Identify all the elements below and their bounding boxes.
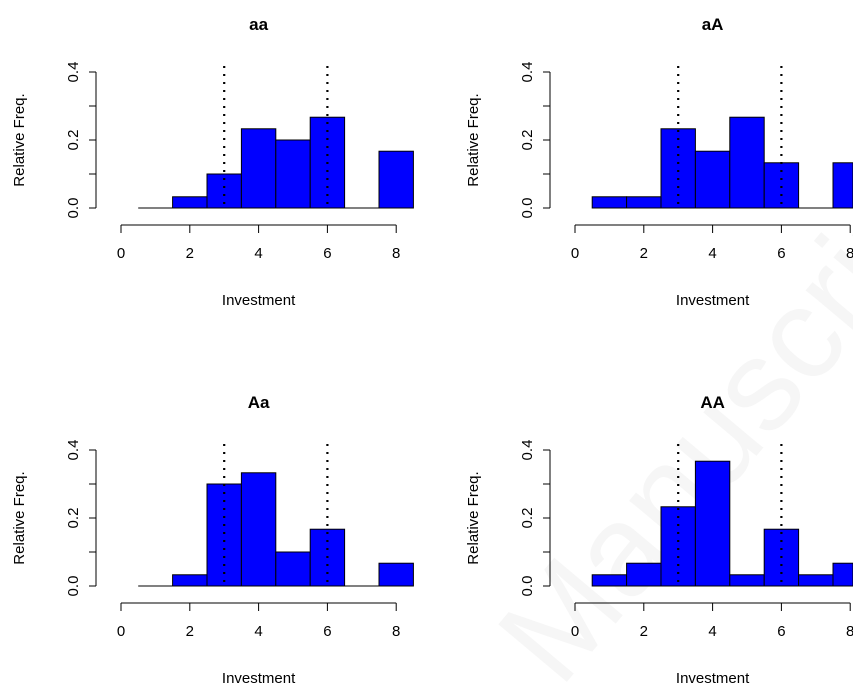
- bar-2: [660, 128, 696, 209]
- x-axis-label: Investment: [222, 670, 296, 687]
- bar-4: [729, 116, 765, 209]
- bar-1: [626, 562, 662, 587]
- x-tick-label-2: 4: [708, 623, 716, 640]
- y-tick-label-1: 0.2: [65, 130, 82, 151]
- x-tick-label-1: 2: [640, 245, 648, 262]
- bar-7: [378, 562, 414, 587]
- x-tick-label-4: 8: [392, 623, 400, 640]
- bar-7: [832, 562, 853, 587]
- x-tick-label-1: 2: [186, 245, 194, 262]
- y-tick-label-2: 0.4: [519, 440, 536, 461]
- x-tick-label-2: 4: [708, 245, 716, 262]
- bar-4: [729, 574, 765, 587]
- bar-1: [172, 574, 208, 587]
- x-tick-label-0: 0: [117, 245, 125, 262]
- bar-4: [275, 551, 311, 587]
- bar-1: [172, 196, 208, 209]
- histogram-panel-0: aa 0 2 4 6 8 0.0 0.2 0.4 Investment Relative Freq.: [11, 15, 414, 309]
- x-axis-label: Investment: [222, 292, 296, 309]
- y-tick-label-2: 0.4: [65, 62, 82, 83]
- x-tick-label-4: 8: [846, 623, 853, 640]
- histogram-panel-2: Aa 0 2 4 6 8 0.0 0.2 0.4 Investment Relative Freq.: [11, 393, 414, 687]
- x-tick-label-1: 2: [640, 623, 648, 640]
- y-axis-label: Relative Freq.: [11, 93, 28, 186]
- x-tick-label-2: 4: [254, 245, 262, 262]
- histogram-panel-3: AA 0 2 4 6 8 0.0 0.2 0.4 Investment Relative Freq.: [465, 393, 853, 687]
- y-tick-label-0: 0.0: [65, 576, 82, 597]
- y-axis-label: Relative Freq.: [465, 93, 482, 186]
- y-tick-label-0: 0.0: [65, 198, 82, 219]
- x-tick-label-3: 6: [777, 245, 785, 262]
- x-axis-label: Investment: [676, 670, 750, 687]
- y-axis-label: Relative Freq.: [465, 471, 482, 564]
- y-tick-label-0: 0.0: [519, 576, 536, 597]
- y-tick-label-0: 0.0: [519, 198, 536, 219]
- bar-5: [763, 162, 800, 209]
- chart-title: Aa: [248, 393, 270, 412]
- x-tick-label-1: 2: [186, 623, 194, 640]
- chart-title: AA: [700, 393, 725, 412]
- bar-2: [660, 506, 696, 587]
- x-tick-label-0: 0: [571, 245, 579, 262]
- y-axis-label: Relative Freq.: [11, 471, 28, 564]
- bar-0: [591, 196, 628, 209]
- y-tick-label-2: 0.4: [65, 440, 82, 461]
- bar-3: [240, 128, 277, 209]
- y-tick-label-1: 0.2: [519, 130, 536, 151]
- x-axis-label: Investment: [676, 292, 750, 309]
- bar-0: [591, 574, 628, 587]
- bar-6: [798, 574, 834, 587]
- bar-7: [832, 162, 853, 209]
- x-tick-label-3: 6: [323, 623, 331, 640]
- histogram-panel-1: aA 0 2 4 6 8 0.0 0.2 0.4 Investment Relative Freq.: [465, 15, 853, 309]
- bar-1: [626, 196, 662, 209]
- bar-3: [694, 150, 731, 209]
- bar-3: [240, 472, 277, 587]
- bar-2: [206, 483, 242, 587]
- y-tick-label-1: 0.2: [519, 508, 536, 529]
- x-tick-label-4: 8: [392, 245, 400, 262]
- x-tick-label-3: 6: [323, 245, 331, 262]
- y-tick-label-2: 0.4: [519, 62, 536, 83]
- x-tick-label-4: 8: [846, 245, 853, 262]
- chart-title: aA: [702, 15, 724, 34]
- chart-title: aa: [249, 15, 268, 34]
- y-tick-label-1: 0.2: [65, 508, 82, 529]
- bar-3: [694, 460, 731, 587]
- bar-4: [275, 139, 311, 209]
- x-tick-label-2: 4: [254, 623, 262, 640]
- x-tick-label-0: 0: [571, 623, 579, 640]
- x-tick-label-0: 0: [117, 623, 125, 640]
- x-tick-label-3: 6: [777, 623, 785, 640]
- bar-7: [378, 150, 414, 209]
